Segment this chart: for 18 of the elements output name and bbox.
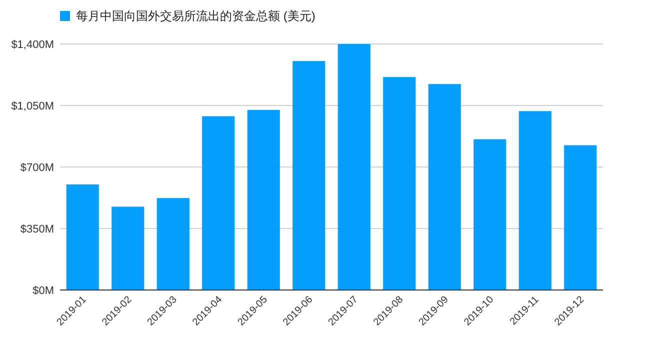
bar (66, 184, 99, 290)
bar (338, 44, 370, 290)
bar (202, 116, 235, 290)
bar (564, 145, 597, 290)
bar (474, 139, 506, 290)
bar (518, 111, 552, 290)
y-tick-label: $1,050M (11, 100, 54, 112)
bar (292, 61, 326, 290)
bar (428, 84, 461, 290)
bar (383, 77, 416, 290)
y-tick-label: $700M (20, 162, 54, 174)
legend-label: 每月中国向国外交易所流出的资金总额 (美元) (76, 9, 316, 23)
y-tick-label: $350M (20, 224, 54, 236)
bar (247, 110, 280, 290)
bar (112, 206, 144, 290)
y-tick-label: $1,400M (11, 39, 54, 51)
y-tick-label: $0M (32, 285, 54, 297)
bar (156, 198, 190, 290)
